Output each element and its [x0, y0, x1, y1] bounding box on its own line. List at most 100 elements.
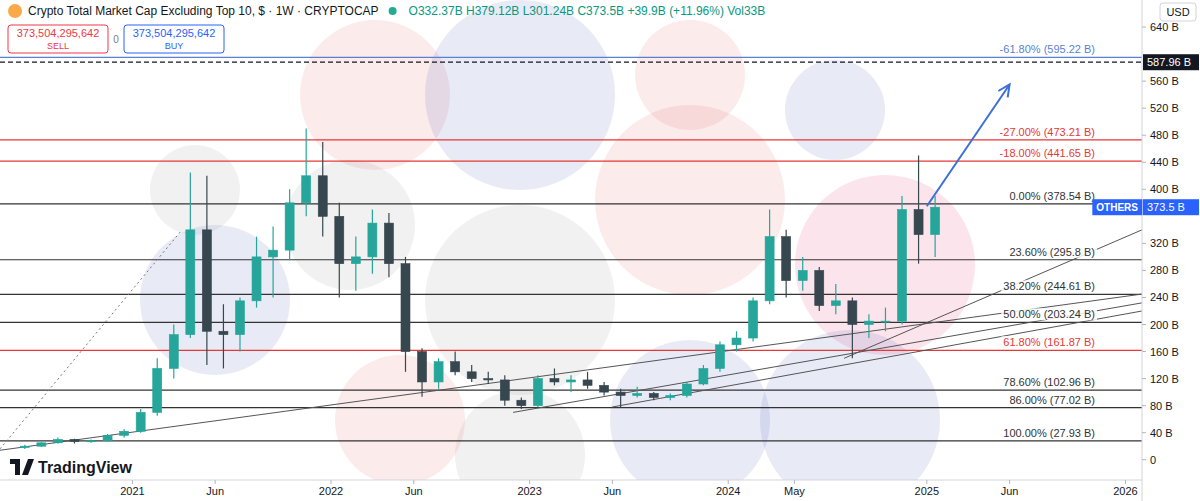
- label-patch: [998, 126, 1097, 138]
- candle-body: [848, 301, 857, 325]
- order-button[interactable]: [124, 25, 224, 53]
- background-logo: [140, 225, 290, 375]
- y-tick: [1142, 108, 1146, 109]
- candle-body: [533, 379, 542, 406]
- x-tick-label: 2021: [120, 485, 144, 497]
- candle-wick: [223, 304, 224, 368]
- candle-body: [318, 176, 327, 217]
- fib-level-line: [0, 407, 1142, 408]
- background-logo: [795, 175, 975, 355]
- label-patch: [1007, 246, 1097, 258]
- candle-body: [418, 352, 427, 382]
- x-tick-label: 2022: [319, 485, 343, 497]
- candle-body: [931, 207, 940, 234]
- spread: 0: [113, 34, 119, 45]
- y-tick-label: 200 B: [1150, 319, 1179, 331]
- y-tick: [1142, 378, 1146, 379]
- x-tick-label: Jun: [1001, 485, 1019, 497]
- candle-body: [567, 380, 576, 382]
- candle-body: [914, 210, 923, 235]
- y-tick: [1142, 135, 1146, 136]
- label-patch: [998, 147, 1097, 159]
- status-dot: [389, 7, 397, 15]
- candle-body: [20, 446, 29, 447]
- y-tick-label: 80 B: [1150, 400, 1173, 412]
- trendline: [844, 230, 1142, 358]
- trendline: [513, 303, 1142, 413]
- candle-body: [616, 392, 625, 395]
- y-tick: [1142, 81, 1146, 82]
- price-line: [0, 62, 1142, 63]
- candle-body: [782, 237, 791, 281]
- x-tick: [1009, 480, 1010, 484]
- background-logo: [785, 60, 885, 160]
- x-tick: [728, 480, 729, 484]
- y-tick-label: 320 B: [1150, 237, 1179, 249]
- candle-wick: [272, 226, 273, 297]
- order-price: 373,504,295,642: [17, 27, 100, 39]
- fib-level-line: [0, 203, 1142, 204]
- label-patch: [1007, 394, 1097, 406]
- y-tick-label: 480 B: [1150, 129, 1179, 141]
- candle-wick: [620, 389, 621, 407]
- candle-body: [467, 372, 476, 379]
- y-tick: [1142, 405, 1146, 406]
- candle-body: [699, 368, 708, 384]
- x-tick-label: May: [784, 485, 805, 497]
- currency-label: USD: [1166, 6, 1189, 18]
- x-tick-label: 2024: [716, 485, 740, 497]
- fib-level-line: [0, 259, 1142, 260]
- label-patch: [1001, 280, 1097, 292]
- candle-body: [120, 431, 129, 435]
- candle-body: [798, 270, 807, 280]
- candle-wick: [570, 375, 571, 392]
- candle-body: [401, 264, 410, 352]
- candle-body: [881, 321, 890, 322]
- y-tick: [1142, 459, 1146, 460]
- fib-level-label: -61.80% (595.22 B): [1000, 43, 1095, 55]
- background-logo: [335, 355, 465, 485]
- candle-body: [517, 400, 526, 405]
- candle-body: [484, 379, 493, 380]
- logo-mark: [10, 459, 34, 475]
- label-patch: [1001, 427, 1097, 439]
- ohlc-legend: O332.37B H379.12B L301.24B C373.5B +39.9…: [409, 4, 766, 18]
- trendline: [0, 230, 182, 449]
- y-tick: [1142, 432, 1146, 433]
- candle-body: [351, 257, 360, 264]
- x-tick: [529, 480, 530, 484]
- plot-area: [0, 57, 1142, 450]
- y-tick: [1142, 351, 1146, 352]
- candle-body: [153, 368, 162, 412]
- candle-body: [715, 345, 724, 369]
- fib-level-line: [0, 294, 1142, 295]
- fib-level-line: [0, 57, 1142, 58]
- fib-level-label: 23.60% (295.8 B): [1009, 246, 1095, 258]
- candle-body: [70, 439, 79, 441]
- y-tick: [1142, 270, 1146, 271]
- y-tick-label: 0: [1150, 454, 1156, 466]
- background-logo: [150, 145, 240, 235]
- fib-level-label: 100.00% (27.93 B): [1003, 427, 1095, 439]
- x-tick: [1125, 480, 1126, 484]
- label-patch: [1007, 190, 1097, 202]
- y-tick: [1142, 27, 1146, 28]
- series-name-box: [1092, 199, 1142, 215]
- currency-button[interactable]: [1160, 3, 1196, 21]
- x-tick-label: 2023: [517, 485, 541, 497]
- fib-level-label: -18.00% (441.65 B): [1000, 147, 1095, 159]
- y-tick: [1142, 297, 1146, 298]
- candle-body: [335, 216, 344, 263]
- order-button[interactable]: [8, 25, 108, 53]
- y-tick-label: 520 B: [1150, 102, 1179, 114]
- chart-root: -61.80% (595.22 B)-27.00% (473.21 B)-18.…: [0, 0, 1200, 501]
- last-price-box: [1143, 199, 1199, 215]
- candle-body: [649, 393, 658, 397]
- candle-body: [666, 395, 675, 397]
- candle-body: [219, 331, 228, 334]
- price-line-label: 587.96 B: [1147, 56, 1191, 68]
- candle-body: [815, 270, 824, 305]
- candle-wick: [306, 128, 307, 216]
- y-tick: [1142, 162, 1146, 163]
- x-tick: [132, 480, 133, 484]
